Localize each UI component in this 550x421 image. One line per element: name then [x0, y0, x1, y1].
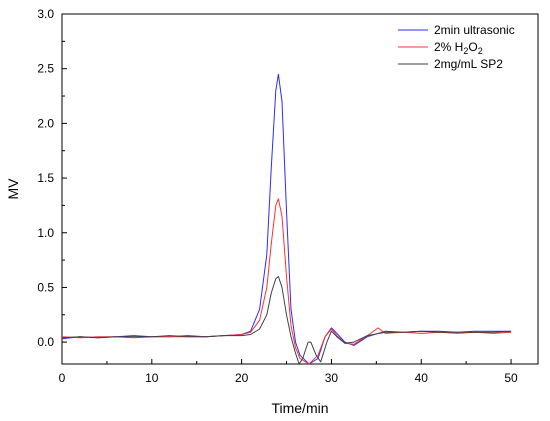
x-axis-label: Time/min [271, 400, 328, 416]
y-tick-label: 1.0 [37, 226, 54, 240]
series-line-3 [62, 276, 512, 364]
x-tick-label: 40 [415, 371, 429, 385]
x-tick-label: 10 [145, 371, 159, 385]
plot-area [61, 13, 539, 365]
y-tick-label: 0.0 [37, 335, 54, 349]
y-axis-label: MV [5, 178, 21, 200]
legend-label: 2% H2O2 [434, 40, 483, 56]
x-tick-label: 20 [235, 371, 249, 385]
legend-label: 2mg/mL SP2 [434, 57, 503, 71]
x-tick-label: 30 [325, 371, 339, 385]
y-tick-label: 2.0 [37, 116, 54, 130]
x-tick-label: 50 [504, 371, 518, 385]
y-tick-label: 2.5 [37, 62, 54, 76]
y-tick-label: 1.5 [37, 171, 54, 185]
y-tick-label: 3.0 [37, 7, 54, 21]
series-layer [62, 73, 512, 364]
ticks-layer: 0 10 20 30 40 50 0.0 0.5 1.0 1.5 2.0 2.5 3.0 [37, 7, 518, 385]
series-line-2 [62, 198, 512, 364]
y-tick-label: 0.5 [37, 280, 54, 294]
x-tick-label: 0 [59, 371, 66, 385]
legend-label: 2min ultrasonic [434, 23, 515, 37]
series-line-1 [62, 73, 512, 364]
